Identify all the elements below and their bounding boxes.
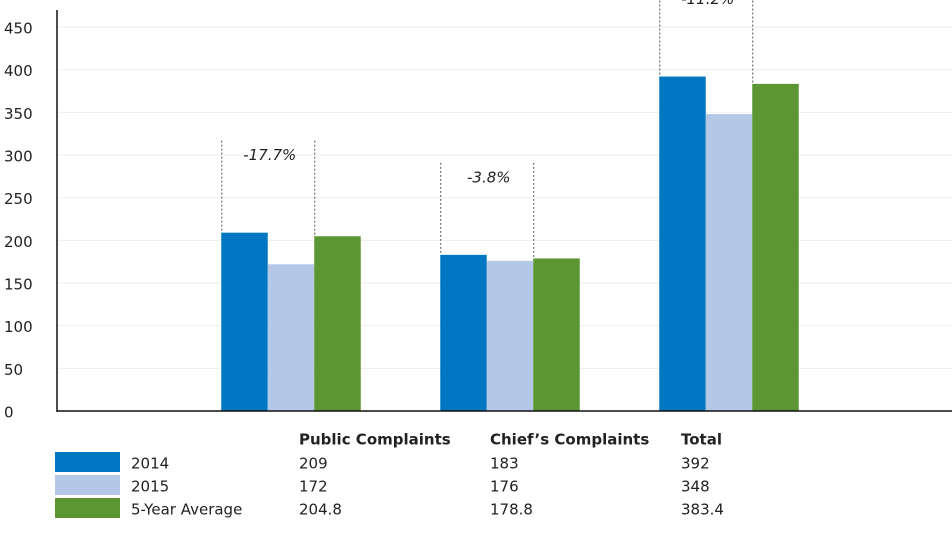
- bar: [221, 232, 268, 411]
- y-tick-label: 100: [4, 318, 33, 336]
- annotation: -17.7%: [243, 146, 296, 164]
- y-tick-label: 200: [4, 233, 33, 251]
- legend-label: 5-Year Average: [131, 501, 242, 519]
- table-header: Total: [681, 431, 722, 449]
- y-tick-label: 250: [4, 190, 33, 208]
- table-value: 183: [490, 455, 519, 473]
- table-value: 204.8: [299, 501, 342, 519]
- bar: [752, 83, 799, 411]
- y-tick-label: 50: [4, 361, 23, 379]
- table-value: 176: [490, 478, 519, 496]
- table-value: 172: [299, 478, 328, 496]
- y-tick-label: 300: [4, 148, 33, 166]
- table-value: 383.4: [681, 501, 724, 519]
- table-value: 392: [681, 455, 710, 473]
- bar: [267, 264, 315, 411]
- bar: [440, 254, 487, 411]
- y-tick-label: 0: [4, 404, 14, 422]
- bar: [659, 76, 706, 411]
- bar: [314, 236, 361, 411]
- table-value: 209: [299, 455, 328, 473]
- y-tick-label: 400: [4, 62, 33, 80]
- bar: [533, 258, 580, 411]
- y-tick-label: 450: [4, 20, 33, 38]
- bar: [705, 114, 753, 412]
- legend-label: 2014: [131, 455, 169, 473]
- legend-swatch: [55, 475, 120, 495]
- legend-label: 2015: [131, 478, 169, 496]
- legend-swatch: [55, 452, 120, 472]
- annotation: -3.8%: [467, 168, 511, 186]
- table-header: Chief’s Complaints: [490, 431, 649, 449]
- legend-swatch: [55, 498, 120, 518]
- table-value: 178.8: [490, 501, 533, 519]
- y-tick-label: 150: [4, 276, 33, 294]
- bar: [486, 260, 534, 411]
- annotation: -11.2%: [681, 0, 734, 8]
- y-tick-label: 350: [4, 105, 33, 123]
- table-value: 348: [681, 478, 710, 496]
- table-header: Public Complaints: [299, 431, 451, 449]
